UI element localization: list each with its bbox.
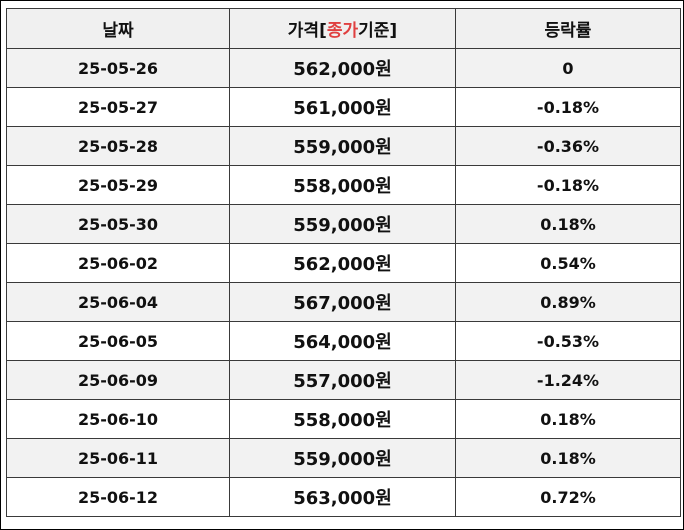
table-row: 25-06-02 562,000원 0.54% xyxy=(6,243,681,283)
header-price: 가격[종가기준] xyxy=(229,8,456,49)
date-cell: 25-06-04 xyxy=(6,282,230,322)
header-price-accent: 종가 xyxy=(326,21,359,41)
change-cell: 0 xyxy=(455,48,681,88)
date-cell: 25-06-09 xyxy=(6,360,230,400)
price-history-table: 날짜 가격[종가기준] 등락률 25-05-26 562,000원 0 25-0… xyxy=(6,8,681,517)
table-row: 25-06-09 557,000원 -1.24% xyxy=(6,360,681,400)
header-price-prefix: 가격[ xyxy=(287,21,327,41)
price-cell: 564,000원 xyxy=(229,321,456,361)
price-cell: 558,000원 xyxy=(229,165,456,205)
price-cell: 559,000원 xyxy=(229,126,456,166)
header-price-suffix: 기준] xyxy=(358,21,398,41)
date-cell: 25-05-27 xyxy=(6,87,230,127)
date-cell: 25-05-28 xyxy=(6,126,230,166)
price-cell: 558,000원 xyxy=(229,399,456,439)
price-cell: 561,000원 xyxy=(229,87,456,127)
table-row: 25-06-04 567,000원 0.89% xyxy=(6,282,681,322)
table-row: 25-05-30 559,000원 0.18% xyxy=(6,204,681,244)
price-cell: 562,000원 xyxy=(229,243,456,283)
price-cell: 559,000원 xyxy=(229,204,456,244)
date-cell: 25-06-12 xyxy=(6,477,230,517)
change-cell: 0.18% xyxy=(455,399,681,439)
price-cell: 563,000원 xyxy=(229,477,456,517)
date-cell: 25-06-11 xyxy=(6,438,230,478)
header-date: 날짜 xyxy=(6,8,230,49)
table-row: 25-06-05 564,000원 -0.53% xyxy=(6,321,681,361)
table-row: 25-06-11 559,000원 0.18% xyxy=(6,438,681,478)
price-cell: 557,000원 xyxy=(229,360,456,400)
table-row: 25-05-27 561,000원 -0.18% xyxy=(6,87,681,127)
change-cell: -0.53% xyxy=(455,321,681,361)
price-cell: 562,000원 xyxy=(229,48,456,88)
price-cell: 559,000원 xyxy=(229,438,456,478)
date-cell: 25-06-10 xyxy=(6,399,230,439)
change-cell: -0.36% xyxy=(455,126,681,166)
date-cell: 25-06-05 xyxy=(6,321,230,361)
date-cell: 25-05-26 xyxy=(6,48,230,88)
change-cell: 0.54% xyxy=(455,243,681,283)
header-change: 등락률 xyxy=(455,8,681,49)
table-row: 25-05-28 559,000원 -0.36% xyxy=(6,126,681,166)
price-cell: 567,000원 xyxy=(229,282,456,322)
change-cell: 0.89% xyxy=(455,282,681,322)
date-cell: 25-05-30 xyxy=(6,204,230,244)
change-cell: 0.18% xyxy=(455,438,681,478)
table-header-row: 날짜 가격[종가기준] 등락률 xyxy=(6,8,681,49)
date-cell: 25-05-29 xyxy=(6,165,230,205)
table-row: 25-05-26 562,000원 0 xyxy=(6,48,681,88)
table-row: 25-06-12 563,000원 0.72% xyxy=(6,477,681,517)
change-cell: 0.72% xyxy=(455,477,681,517)
change-cell: -0.18% xyxy=(455,87,681,127)
change-cell: 0.18% xyxy=(455,204,681,244)
table-row: 25-06-10 558,000원 0.18% xyxy=(6,399,681,439)
change-cell: -0.18% xyxy=(455,165,681,205)
table-row: 25-05-29 558,000원 -0.18% xyxy=(6,165,681,205)
date-cell: 25-06-02 xyxy=(6,243,230,283)
change-cell: -1.24% xyxy=(455,360,681,400)
